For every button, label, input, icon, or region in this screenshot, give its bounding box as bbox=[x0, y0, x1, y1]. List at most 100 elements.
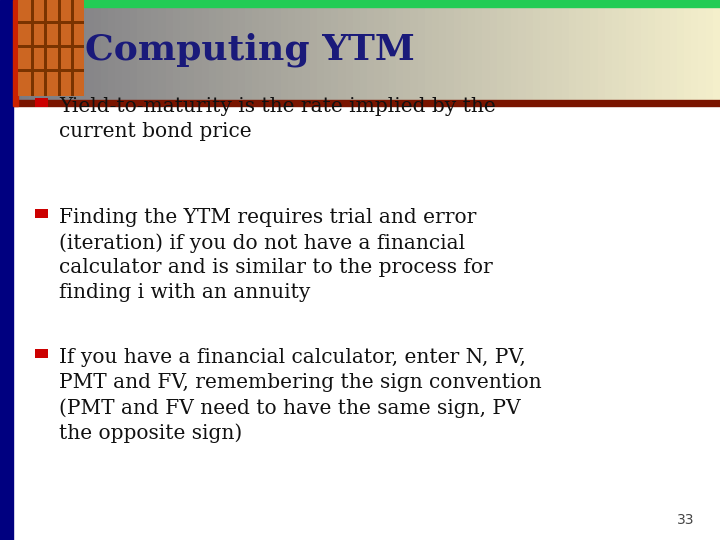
Bar bbox=[691, 0, 700, 100]
Bar bbox=[475, 0, 484, 100]
Bar bbox=[58, 0, 66, 100]
Bar bbox=[367, 0, 376, 100]
Bar bbox=[281, 0, 289, 100]
Bar bbox=[194, 0, 203, 100]
Bar bbox=[58, 0, 60, 96]
Text: 33: 33 bbox=[678, 512, 695, 526]
Bar bbox=[583, 0, 592, 100]
Bar bbox=[266, 0, 275, 100]
Bar bbox=[706, 0, 714, 100]
Bar bbox=[108, 0, 117, 100]
Bar bbox=[526, 0, 534, 100]
Bar bbox=[50, 0, 59, 100]
Bar bbox=[490, 0, 498, 100]
Bar bbox=[619, 0, 628, 100]
Bar bbox=[389, 0, 397, 100]
Bar bbox=[382, 0, 390, 100]
Bar bbox=[533, 0, 541, 100]
Text: Yield-to-maturity is the rate implied by the
current bond price: Yield-to-maturity is the rate implied by… bbox=[59, 97, 496, 141]
Bar bbox=[144, 0, 153, 100]
Bar bbox=[598, 0, 606, 100]
Bar bbox=[130, 0, 138, 100]
Bar bbox=[425, 0, 433, 100]
Bar bbox=[22, 0, 30, 100]
Bar bbox=[432, 0, 441, 100]
Bar bbox=[346, 0, 354, 100]
Bar bbox=[65, 0, 73, 100]
Bar bbox=[18, 21, 84, 24]
Bar bbox=[612, 0, 621, 100]
Bar bbox=[518, 0, 527, 100]
Bar bbox=[94, 0, 102, 100]
Bar bbox=[410, 0, 419, 100]
Bar bbox=[360, 0, 369, 100]
Bar bbox=[338, 0, 347, 100]
Bar bbox=[605, 0, 613, 100]
Bar bbox=[137, 0, 145, 100]
Bar bbox=[151, 0, 160, 100]
Bar bbox=[461, 0, 469, 100]
Bar bbox=[115, 0, 124, 100]
Bar bbox=[202, 0, 210, 100]
Bar bbox=[18, 69, 84, 72]
Bar bbox=[173, 0, 181, 100]
Bar bbox=[684, 0, 693, 100]
Bar bbox=[576, 0, 585, 100]
Bar bbox=[31, 0, 34, 96]
Bar bbox=[482, 0, 491, 100]
Bar bbox=[35, 349, 48, 358]
Bar bbox=[403, 0, 412, 100]
Bar bbox=[439, 0, 448, 100]
Bar bbox=[223, 0, 232, 100]
Bar bbox=[230, 0, 239, 100]
Bar bbox=[166, 0, 174, 100]
Bar bbox=[504, 0, 513, 100]
Bar bbox=[238, 0, 246, 100]
Bar bbox=[7, 0, 16, 100]
Bar bbox=[180, 0, 189, 100]
Bar bbox=[590, 0, 599, 100]
Bar bbox=[713, 0, 720, 100]
Bar bbox=[468, 0, 477, 100]
Bar bbox=[101, 0, 109, 100]
Bar bbox=[310, 0, 318, 100]
Bar bbox=[554, 0, 563, 100]
Bar bbox=[35, 209, 48, 218]
Bar bbox=[79, 0, 88, 100]
Bar bbox=[35, 98, 48, 107]
Bar bbox=[662, 0, 671, 100]
Text: Computing YTM: Computing YTM bbox=[85, 33, 415, 67]
Bar bbox=[454, 0, 462, 100]
Bar bbox=[14, 0, 23, 100]
Bar bbox=[122, 0, 131, 100]
Bar bbox=[562, 0, 570, 100]
Bar bbox=[511, 0, 520, 100]
Bar bbox=[43, 0, 52, 100]
Bar bbox=[324, 0, 333, 100]
Bar bbox=[0, 100, 720, 106]
Bar bbox=[259, 0, 268, 100]
Bar bbox=[569, 0, 577, 100]
Bar bbox=[655, 0, 664, 100]
Bar bbox=[446, 0, 455, 100]
Bar bbox=[641, 0, 649, 100]
Bar bbox=[216, 0, 225, 100]
Bar bbox=[677, 0, 685, 100]
Bar bbox=[626, 0, 635, 100]
Bar bbox=[45, 0, 48, 96]
Bar bbox=[18, 45, 84, 48]
Bar bbox=[295, 0, 304, 100]
Bar bbox=[209, 0, 217, 100]
Bar bbox=[670, 0, 678, 100]
Bar bbox=[18, 0, 84, 96]
Bar bbox=[71, 0, 74, 96]
Bar bbox=[302, 0, 311, 100]
Bar bbox=[497, 0, 505, 100]
Text: Finding the YTM requires trial and error
(iteration) if you do not have a financ: Finding the YTM requires trial and error… bbox=[59, 208, 492, 302]
Bar bbox=[331, 0, 340, 100]
Bar bbox=[547, 0, 556, 100]
Bar bbox=[187, 0, 196, 100]
Bar bbox=[36, 0, 45, 100]
Bar bbox=[698, 0, 707, 100]
Bar bbox=[0, 0, 9, 100]
